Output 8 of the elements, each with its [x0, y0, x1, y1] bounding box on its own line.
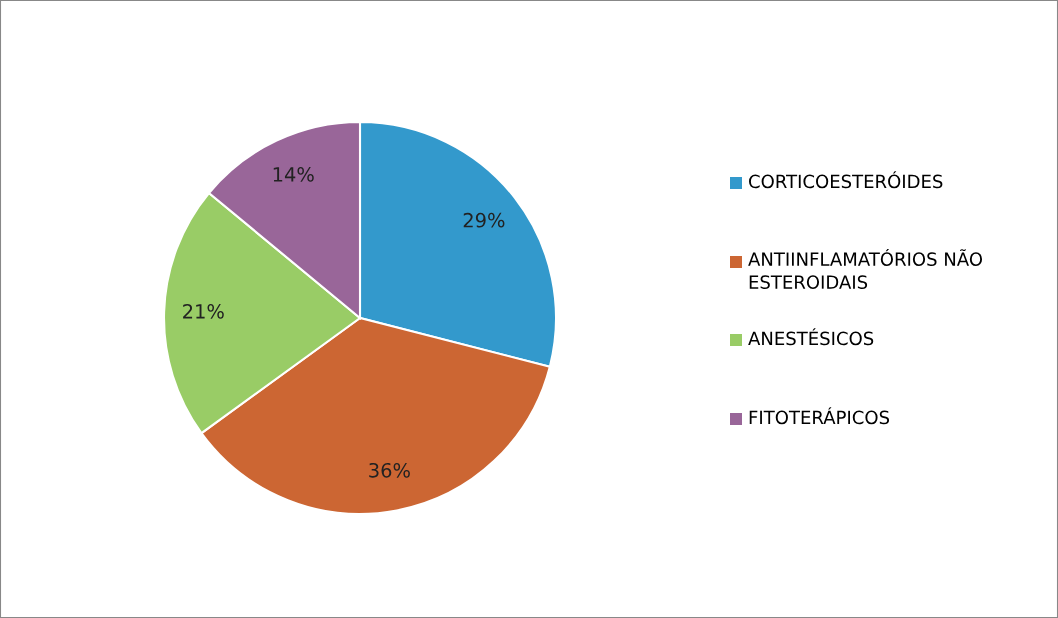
- data-label: 21%: [183, 304, 224, 319]
- data-label: 29%: [463, 212, 505, 228]
- data-label: 36%: [369, 462, 410, 478]
- legend-label: ANTIINFLAMATÓRIOS NÃO ESTEROIDAIS: [748, 249, 983, 289]
- legend-label: FITOTERÁPICOS: [749, 407, 890, 425]
- legend-label: CORTICOESTERÓIDES: [749, 171, 943, 189]
- legend-label: ANESTÉSICOS: [748, 328, 874, 346]
- data-label: 14%: [273, 167, 314, 182]
